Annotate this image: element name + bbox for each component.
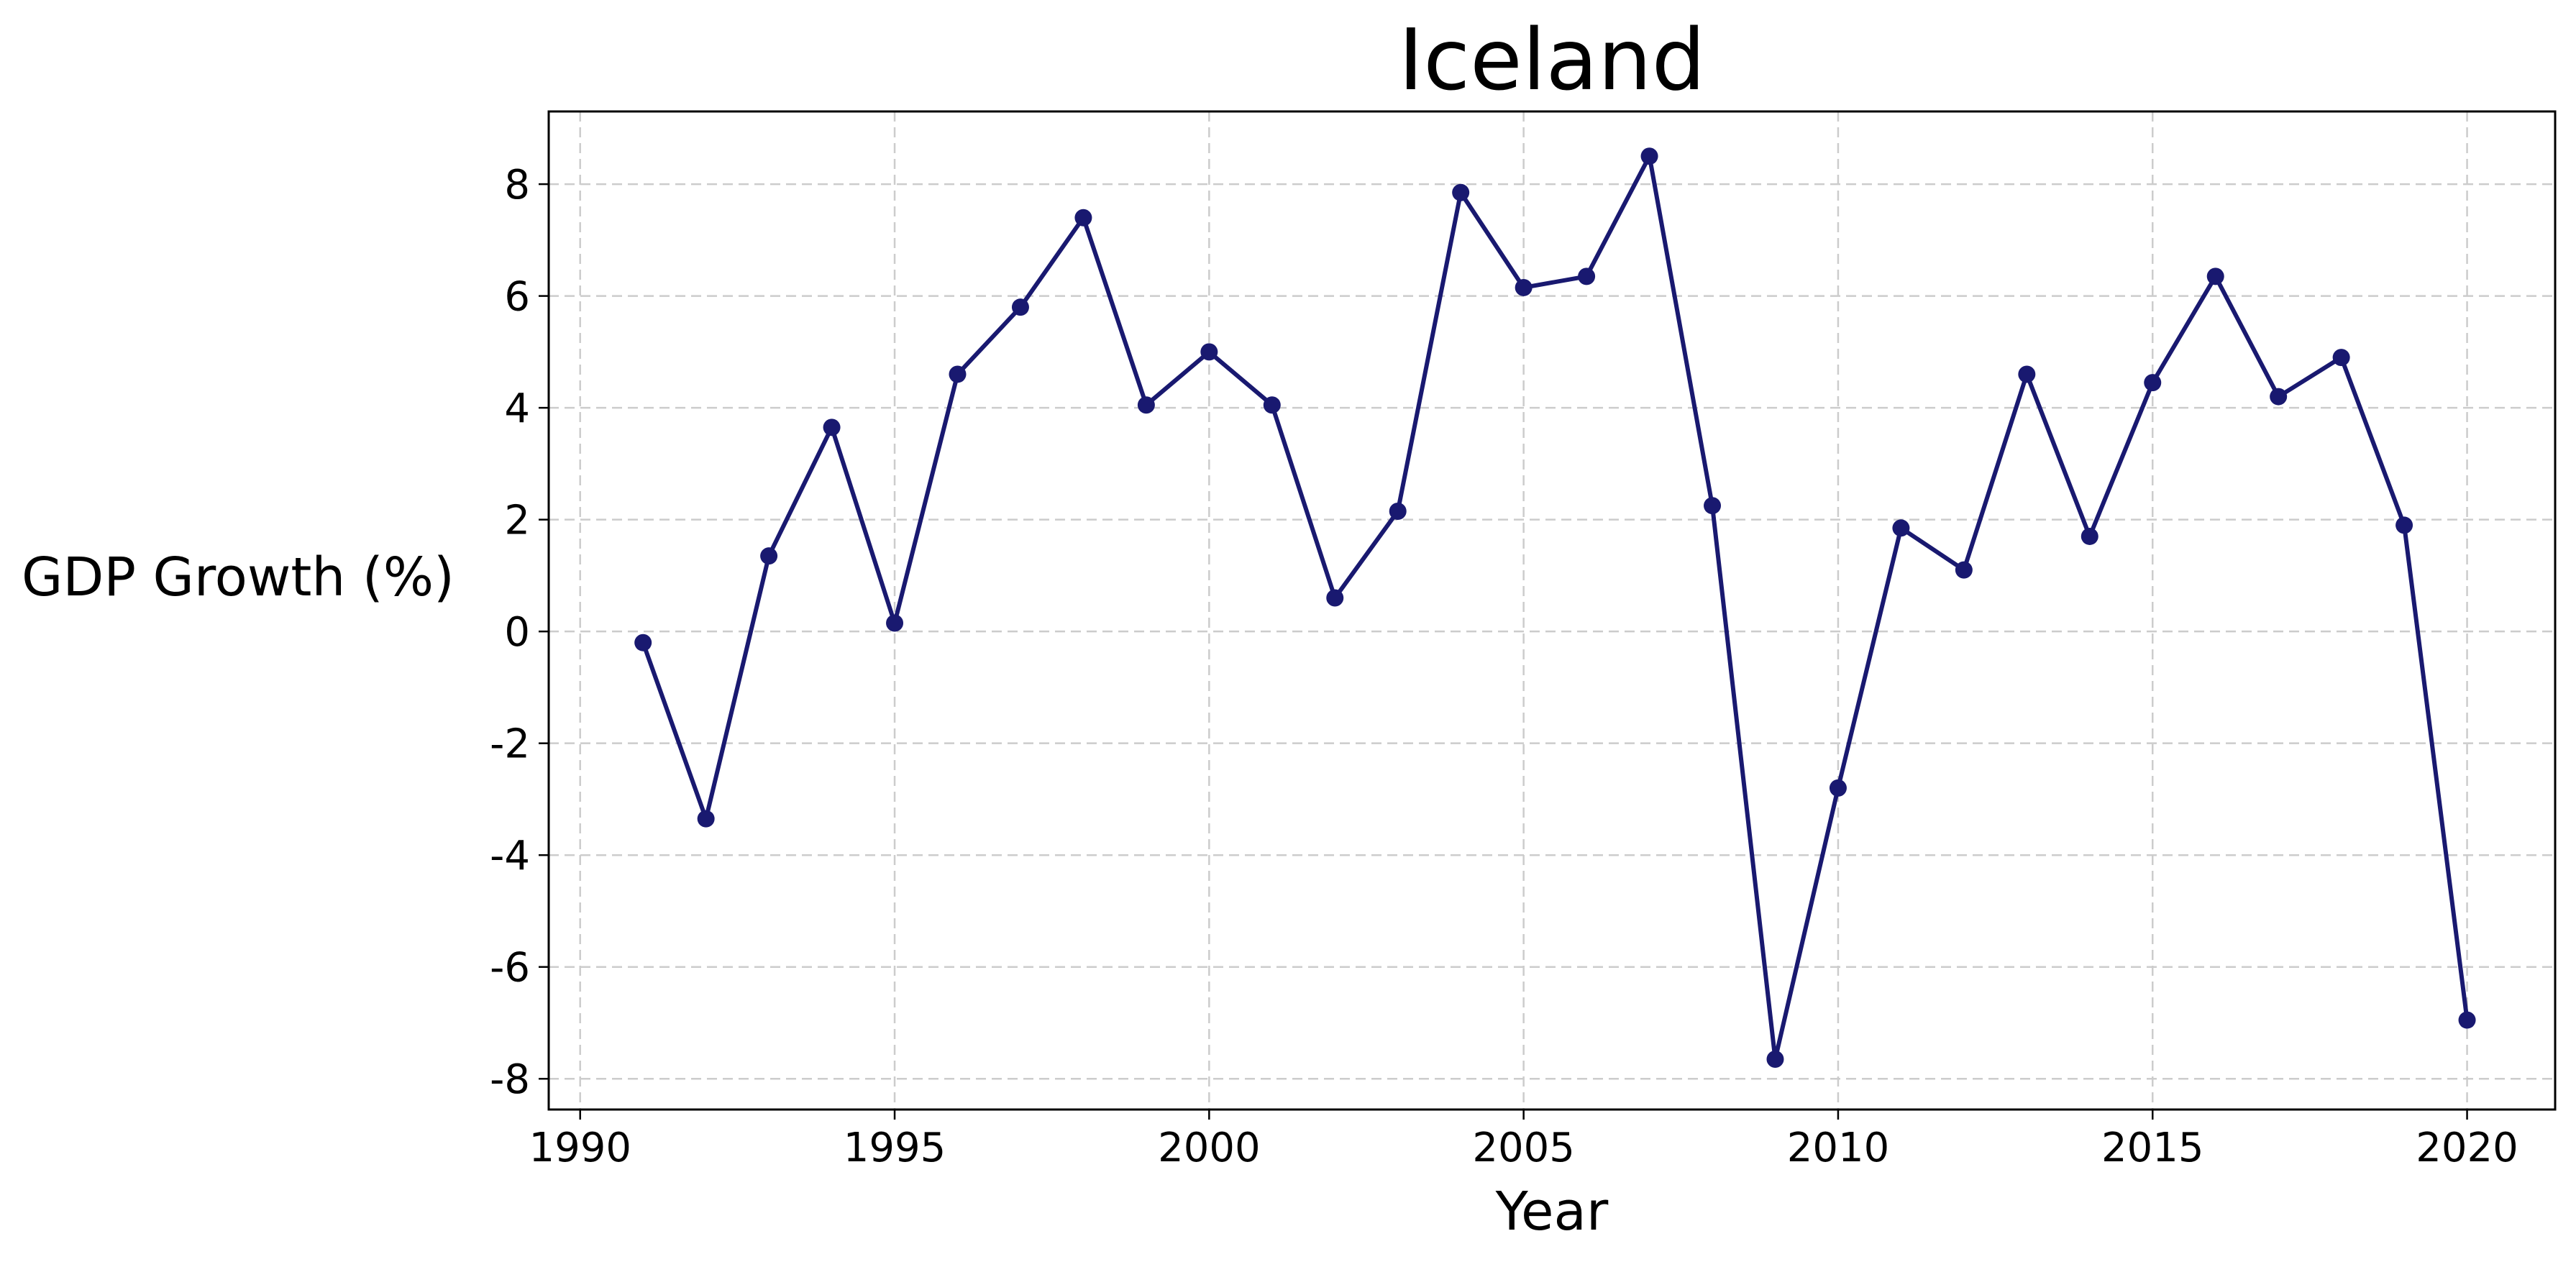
data-point xyxy=(2270,388,2288,406)
data-point xyxy=(1137,396,1155,414)
data-point xyxy=(1955,561,1973,579)
y-tick-label: 6 xyxy=(504,274,530,321)
data-point xyxy=(634,634,652,651)
x-tick-label: 2020 xyxy=(2416,1125,2518,1171)
y-tick-label: 8 xyxy=(504,162,530,209)
data-point xyxy=(823,418,841,436)
data-point xyxy=(2144,374,2162,392)
data-point xyxy=(1578,267,1596,285)
data-point xyxy=(2206,267,2224,285)
grid xyxy=(549,111,2555,1110)
y-tick-label: -8 xyxy=(490,1056,530,1103)
x-tick-label: 2005 xyxy=(1472,1125,1575,1171)
data-point xyxy=(2458,1011,2476,1029)
x-tick-label: 2015 xyxy=(2101,1125,2204,1171)
y-tick-label: -6 xyxy=(490,945,530,992)
data-point xyxy=(1829,779,1847,797)
data-point xyxy=(2081,527,2098,545)
x-tick-label: 1995 xyxy=(844,1125,946,1171)
data-point xyxy=(1515,278,1533,296)
y-tick-label: -2 xyxy=(490,721,530,768)
data-point xyxy=(1389,502,1407,520)
chart-title: Iceland xyxy=(1398,10,1705,109)
data-point xyxy=(2332,349,2350,367)
data-point xyxy=(1640,147,1658,165)
data-point xyxy=(886,614,904,632)
y-tick-label: 0 xyxy=(504,609,530,656)
data-point xyxy=(760,547,778,565)
x-tick-label: 2000 xyxy=(1158,1125,1261,1171)
data-point xyxy=(1263,396,1281,414)
data-point xyxy=(1766,1051,1784,1069)
data-point xyxy=(1200,343,1218,361)
y-tick-label: 2 xyxy=(504,498,530,544)
x-axis-label: Year xyxy=(1495,1181,1609,1243)
data-point xyxy=(949,365,967,383)
data-point xyxy=(697,810,715,828)
y-tick-label: -4 xyxy=(490,833,530,879)
axis-ticks: 1990 1995 2000 2005 2010 2015 2020 -8 -6 -4 -2 0 2 4 6… xyxy=(490,162,2518,1171)
data-point xyxy=(1892,519,1910,537)
series-line xyxy=(641,154,2470,1061)
data-point xyxy=(1452,183,1470,201)
data-point xyxy=(1704,497,1722,515)
data-point xyxy=(1326,589,1344,607)
data-point xyxy=(2395,516,2413,534)
data-point xyxy=(1011,298,1029,316)
y-axis-label: GDP Growth (%) xyxy=(22,546,455,608)
data-point xyxy=(2018,365,2036,383)
series xyxy=(634,147,2476,1069)
plot-frame xyxy=(547,110,2557,1111)
data-point xyxy=(1074,209,1092,227)
x-tick-label: 1990 xyxy=(529,1125,631,1171)
y-tick-label: 4 xyxy=(504,385,530,432)
x-tick-label: 2010 xyxy=(1787,1125,1890,1171)
